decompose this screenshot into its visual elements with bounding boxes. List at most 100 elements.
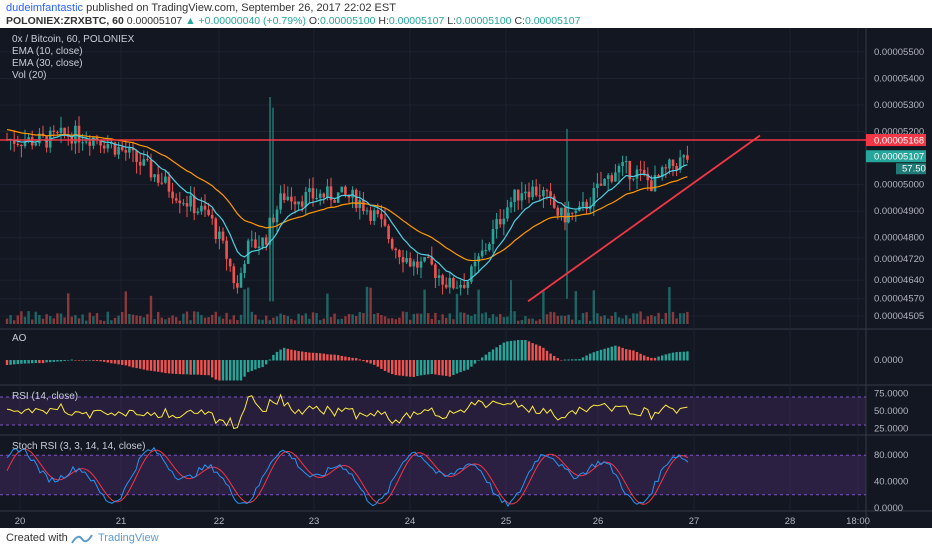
ao-bar (585, 355, 588, 361)
volume-bar (538, 319, 541, 324)
ao-bar (563, 359, 567, 361)
candle-body (138, 161, 142, 166)
stoch-tick-label: 40.0000 (874, 477, 908, 488)
volume-bar (304, 313, 307, 324)
author-link[interactable]: dudeimfantastic (6, 2, 84, 14)
ao-bar (416, 360, 419, 376)
ao-bar (13, 360, 16, 365)
volume-bar (391, 318, 394, 324)
candle-body (185, 203, 189, 207)
candle-body (509, 201, 513, 208)
candle-body (45, 136, 48, 148)
trend-line (527, 134, 761, 303)
chart-area[interactable]: 20 21 22 23 24 25 26 27 28 18:00 0.00005500 0.00005… (0, 28, 932, 528)
ao-bar (513, 340, 516, 361)
stoch-k-line (6, 446, 689, 508)
volume-bar (99, 320, 102, 324)
volume-bar (517, 320, 520, 324)
candle-body (660, 167, 664, 178)
volume-bar (499, 313, 502, 324)
last-price-label-bg (866, 150, 926, 163)
volume-bar (329, 317, 333, 324)
footer: Created with TradingView (0, 528, 932, 550)
volume-bar (603, 315, 606, 324)
tradingview-brand[interactable]: TradingView (98, 532, 159, 544)
volume-bar (254, 314, 257, 324)
volume-bar (229, 319, 232, 324)
ao-bar (639, 353, 642, 361)
candle-body (315, 197, 318, 199)
candle-body (286, 196, 290, 200)
candle-body (63, 127, 66, 135)
candle-body (232, 266, 236, 284)
volume-bar (92, 316, 95, 324)
ao-bar (423, 360, 426, 375)
ao-bar (491, 349, 495, 361)
volume-bar (207, 317, 210, 324)
ao-bar (459, 360, 462, 373)
volume-bar (383, 316, 387, 324)
volume-bar (74, 315, 77, 324)
ao-bar (509, 340, 513, 361)
ao-bar (574, 359, 577, 361)
ao-bar (85, 360, 88, 361)
chart-svg: 20 21 22 23 24 25 26 27 28 18:000.000055000.00005… (0, 28, 932, 528)
ao-bar (124, 360, 127, 366)
candle-body (59, 127, 63, 133)
stoch-legend[interactable]: Stoch RSI (3, 3, 14, 14, close) (12, 441, 146, 452)
candle-body (552, 196, 556, 208)
price-tick-label: 0.00004800 (874, 233, 924, 244)
ao-bar (567, 359, 570, 361)
volume-bar (632, 313, 635, 324)
legend-ema30[interactable]: EMA (30, close) (12, 58, 83, 69)
candle-body (243, 263, 246, 274)
volume-bar (459, 312, 462, 324)
candle-body (441, 275, 444, 285)
ao-bar (239, 360, 243, 381)
ao-bar (23, 360, 27, 364)
ao-bar (9, 360, 12, 365)
ao-bar (380, 360, 383, 369)
volume-bar (290, 318, 293, 324)
ao-bar (326, 354, 329, 361)
candle-body (110, 142, 113, 145)
ao-bar (59, 360, 63, 362)
ao-bar (200, 360, 203, 375)
candle-body (106, 144, 110, 149)
volume-bar (452, 319, 455, 324)
ao-bar (185, 360, 189, 375)
candle-body (120, 146, 124, 151)
legend-vol[interactable]: Vol (20) (12, 70, 47, 81)
l-label: L: (447, 15, 457, 27)
ao-bar (103, 360, 106, 362)
ao-bar (283, 347, 286, 361)
ao-bar (538, 345, 541, 361)
ao-legend[interactable]: AO (12, 333, 27, 344)
legend-ema10[interactable]: EMA (10, close) (12, 46, 83, 57)
ao-bar (481, 357, 484, 361)
candle-body (365, 210, 369, 212)
candle-body (261, 237, 264, 247)
ao-bar (146, 360, 149, 371)
volume-bar (135, 315, 138, 324)
candle-body (452, 277, 455, 289)
candle-body (372, 210, 376, 221)
volume-bar (38, 314, 41, 324)
ao-bar (257, 360, 261, 369)
ao-bar (153, 360, 156, 372)
volume-bar (319, 320, 322, 324)
volume-bar (301, 315, 304, 324)
o-value: 0.00005100 (319, 15, 376, 27)
ao-bar (664, 354, 667, 361)
ao-bar (675, 352, 678, 361)
rsi-legend[interactable]: RSI (14, close) (12, 391, 79, 402)
ao-bar (207, 360, 210, 376)
ao-bar (182, 360, 185, 375)
candle-body (678, 157, 682, 170)
candle-body (214, 218, 218, 239)
candle-body (495, 219, 498, 230)
candle-body (498, 219, 502, 225)
volume-bar (131, 314, 135, 324)
candle-body (560, 207, 563, 216)
ao-bar (344, 356, 347, 361)
